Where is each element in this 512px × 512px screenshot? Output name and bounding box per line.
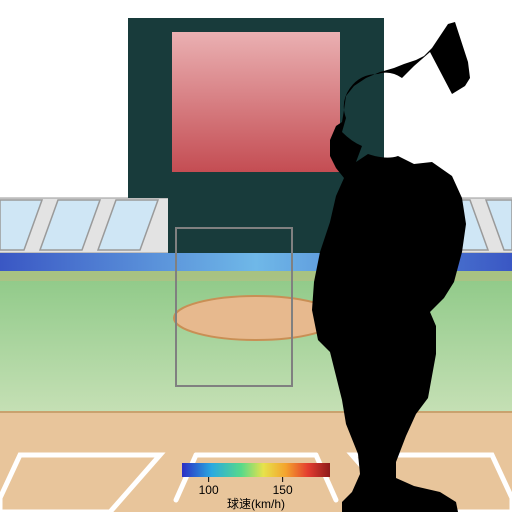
speed-legend-bar: [182, 463, 330, 477]
scene: 100 150球速(km/h): [0, 0, 512, 512]
legend-tick-label: 150: [273, 483, 293, 497]
scoreboard-base: [168, 198, 344, 253]
legend-caption: 球速(km/h): [227, 497, 285, 511]
legend-tick-label: 100: [199, 483, 219, 497]
scoreboard-screen: [172, 32, 340, 172]
